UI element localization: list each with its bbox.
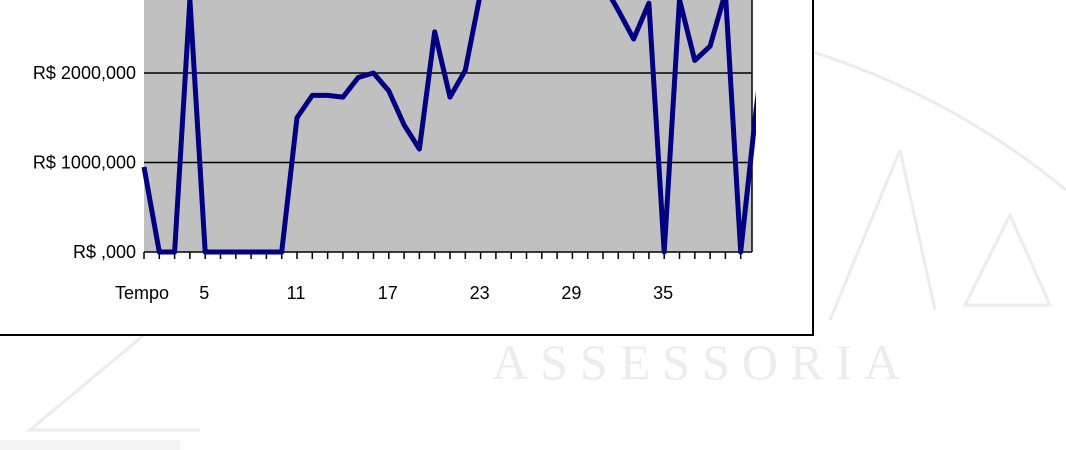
chart-frame: R$ ,000 R$ 1000,000 R$ 2000,000 Tempo 5 11 17 2… [0, 0, 814, 336]
x-tick-label: 17 [378, 283, 398, 303]
series-line-0 [141, 0, 756, 255]
x-tick-label: 5 [199, 283, 209, 303]
x-tick-label: 35 [653, 283, 673, 303]
watermark-left-triangle [25, 328, 200, 432]
watermark-small-triangle [962, 211, 1053, 307]
x-tick-label: Tempo [115, 283, 169, 303]
y-tick-label: R$ 1000,000 [33, 153, 136, 173]
x-tick-label: 29 [561, 283, 581, 303]
x-tick-label: 23 [470, 283, 490, 303]
x-tick-label: 11 [287, 283, 306, 303]
y-tick-label: R$ ,000 [73, 242, 136, 262]
y-tick-label: R$ 2000,000 [33, 63, 136, 83]
line-chart: R$ ,000 R$ 1000,000 R$ 2000,000 Tempo 5 11 17 2… [33, 0, 756, 303]
watermark-large-triangle [828, 149, 937, 321]
watermark-text: ASSESSORIA [492, 334, 913, 390]
